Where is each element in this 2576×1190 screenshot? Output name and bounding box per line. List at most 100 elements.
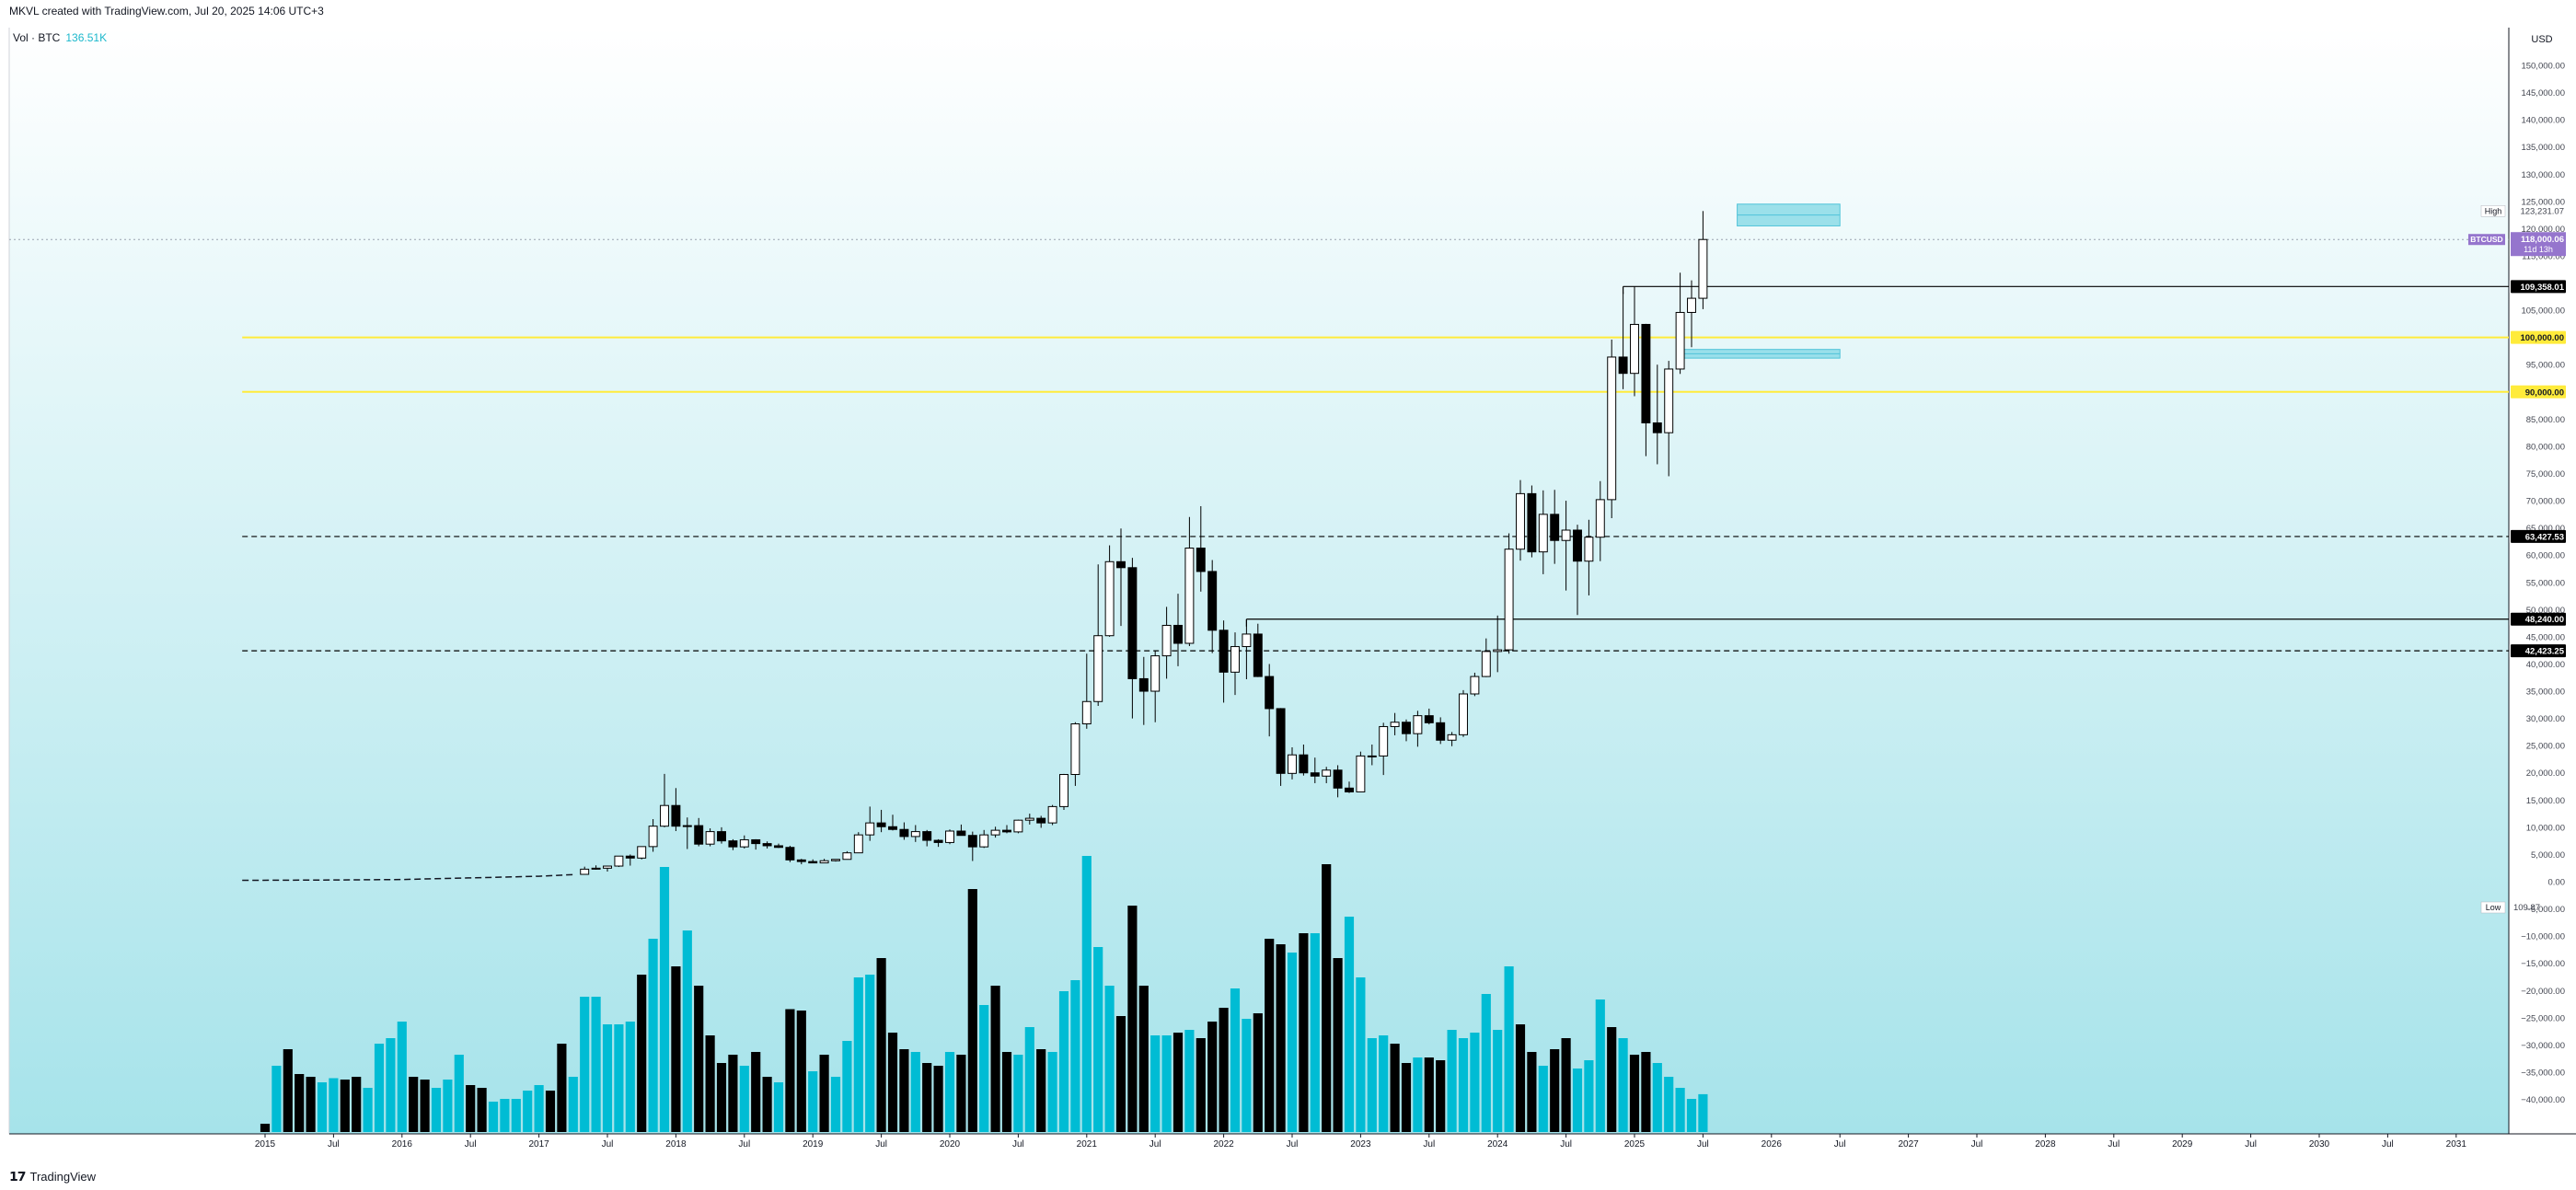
candle-body[interactable] xyxy=(819,860,829,864)
volume-bar[interactable] xyxy=(1322,864,1332,1132)
volume-bar[interactable] xyxy=(887,1033,898,1132)
candle-body[interactable] xyxy=(1345,787,1354,792)
candle-body[interactable] xyxy=(1242,633,1252,648)
volume-bar[interactable] xyxy=(865,975,875,1132)
volume-bar[interactable] xyxy=(1024,1027,1034,1132)
volume-bar[interactable] xyxy=(1447,1030,1457,1132)
volume-bar[interactable] xyxy=(842,1041,852,1132)
volume-bar[interactable] xyxy=(648,939,658,1132)
volume-bar[interactable] xyxy=(751,1052,761,1132)
volume-bar[interactable] xyxy=(694,986,704,1132)
candle-body[interactable] xyxy=(614,855,624,867)
volume-bar[interactable] xyxy=(944,1052,955,1132)
volume-bar[interactable] xyxy=(1538,1066,1548,1132)
candle-body[interactable] xyxy=(1424,715,1434,723)
candle-body[interactable] xyxy=(717,831,726,842)
candle-body[interactable] xyxy=(1379,725,1389,757)
volume-bar[interactable] xyxy=(352,1077,362,1132)
candle-body[interactable] xyxy=(1161,624,1172,657)
volume-bar[interactable] xyxy=(1184,1030,1195,1132)
candle-body[interactable] xyxy=(1618,356,1628,375)
volume-bar[interactable] xyxy=(1172,1033,1184,1132)
candle-body[interactable] xyxy=(1664,368,1674,433)
candle-body[interactable] xyxy=(1253,633,1263,677)
volume-bar[interactable] xyxy=(1242,1019,1252,1132)
candle-body[interactable] xyxy=(728,840,738,848)
candle-body[interactable] xyxy=(1538,514,1548,553)
candle-body[interactable] xyxy=(990,829,1000,836)
volume-bar[interactable] xyxy=(1356,977,1366,1132)
candle-body[interactable] xyxy=(945,830,954,843)
candle-body[interactable] xyxy=(1207,571,1218,631)
volume-bar[interactable] xyxy=(1664,1077,1674,1132)
volume-bar[interactable] xyxy=(306,1077,316,1132)
candle-body[interactable] xyxy=(1173,624,1183,644)
candle-body[interactable] xyxy=(1550,514,1560,541)
volume-bar[interactable] xyxy=(1424,1057,1434,1132)
volume-bar[interactable] xyxy=(443,1080,453,1132)
volume-bar[interactable] xyxy=(933,1066,943,1132)
candle-body[interactable] xyxy=(831,859,840,861)
volume-bar[interactable] xyxy=(762,1077,772,1132)
volume-bar[interactable] xyxy=(602,1024,613,1132)
candle-body[interactable] xyxy=(660,804,669,827)
volume-bar[interactable] xyxy=(1265,939,1275,1132)
candle-body[interactable] xyxy=(1013,819,1023,833)
candle-body[interactable] xyxy=(694,825,704,845)
candle-body[interactable] xyxy=(739,838,749,848)
candle-body[interactable] xyxy=(1047,805,1057,824)
candle-body[interactable] xyxy=(1070,723,1080,776)
last-price-tag-bg[interactable] xyxy=(2511,232,2566,257)
volume-bar[interactable] xyxy=(534,1085,544,1132)
candle-body[interactable] xyxy=(1459,693,1468,735)
volume-bar[interactable] xyxy=(1527,1052,1537,1132)
volume-bar[interactable] xyxy=(557,1044,567,1132)
volume-bar[interactable] xyxy=(967,889,977,1132)
candle-body[interactable] xyxy=(1390,722,1400,727)
volume-bar[interactable] xyxy=(1138,986,1149,1132)
volume-bar[interactable] xyxy=(1104,986,1115,1132)
candle-body[interactable] xyxy=(591,867,601,870)
volume-bar[interactable] xyxy=(374,1044,385,1132)
volume-bar[interactable] xyxy=(1150,1035,1161,1132)
candle-body[interactable] xyxy=(1698,238,1708,299)
volume-bar[interactable] xyxy=(682,930,692,1132)
volume-bar[interactable] xyxy=(363,1088,373,1132)
volume-bar[interactable] xyxy=(591,997,601,1132)
candle-body[interactable] xyxy=(1595,499,1605,538)
volume-bar[interactable] xyxy=(1013,1055,1023,1132)
candle-body[interactable] xyxy=(1299,754,1309,774)
candle-body[interactable] xyxy=(1322,769,1332,777)
candle-body[interactable] xyxy=(1584,537,1594,562)
volume-bar[interactable] xyxy=(785,1009,795,1133)
candle-body[interactable] xyxy=(1652,422,1662,433)
candle-body[interactable] xyxy=(1481,651,1491,677)
volume-bar[interactable] xyxy=(1481,994,1491,1132)
candle-body[interactable] xyxy=(1493,649,1503,653)
volume-bar[interactable] xyxy=(728,1055,738,1132)
volume-bar[interactable] xyxy=(796,1011,806,1132)
volume-bar[interactable] xyxy=(523,1091,533,1132)
volume-bar[interactable] xyxy=(1436,1060,1446,1132)
candle-body[interactable] xyxy=(1527,492,1537,553)
volume-bar[interactable] xyxy=(1561,1038,1571,1132)
candle-body[interactable] xyxy=(671,804,681,827)
volume-bar[interactable] xyxy=(1698,1093,1708,1132)
volume-bar[interactable] xyxy=(979,1005,989,1132)
candle-body[interactable] xyxy=(1630,323,1639,375)
candle-body[interactable] xyxy=(1288,754,1297,774)
candle-body[interactable] xyxy=(1184,548,1195,644)
candle-body[interactable] xyxy=(1504,549,1514,651)
volume-bar[interactable] xyxy=(1047,1052,1057,1132)
volume-bar[interactable] xyxy=(477,1088,487,1132)
volume-bar[interactable] xyxy=(454,1055,464,1132)
volume-bar[interactable] xyxy=(488,1102,499,1132)
volume-bar[interactable] xyxy=(260,1124,271,1132)
volume-bar[interactable] xyxy=(830,1077,841,1132)
volume-bar[interactable] xyxy=(1390,1044,1400,1132)
price-scale-background[interactable] xyxy=(2509,28,2576,1134)
candle-body[interactable] xyxy=(1196,548,1206,572)
volume-bar[interactable] xyxy=(716,1063,727,1132)
volume-legend[interactable]: Vol · BTC 136.51K xyxy=(13,31,107,44)
volume-bar[interactable] xyxy=(1253,1013,1263,1132)
